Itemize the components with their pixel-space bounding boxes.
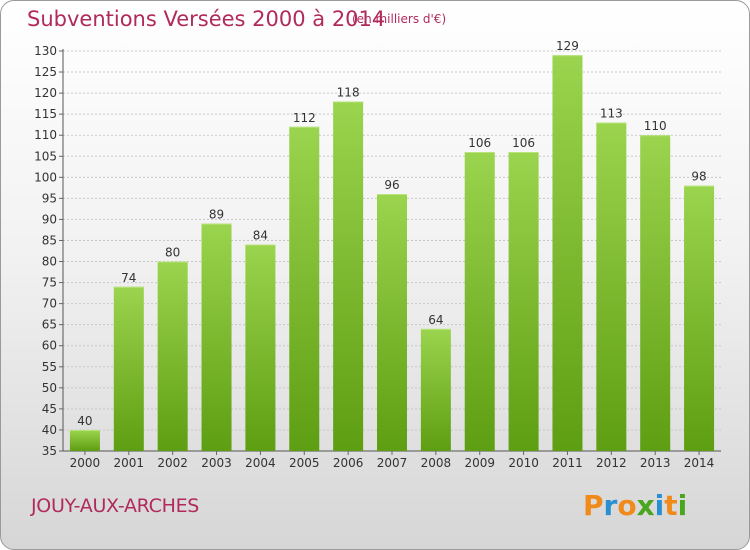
data-label: 106 bbox=[512, 136, 535, 150]
x-tick-label: 2012 bbox=[596, 456, 627, 470]
y-tick-label: 110 bbox=[34, 128, 57, 142]
logo-letter: o bbox=[617, 489, 637, 522]
x-tick-label: 2011 bbox=[552, 456, 583, 470]
bar bbox=[684, 185, 715, 451]
bar bbox=[289, 126, 320, 451]
logo-letter: x bbox=[636, 489, 655, 522]
data-label: 129 bbox=[556, 39, 579, 53]
data-label: 84 bbox=[253, 229, 268, 243]
logo-letter: P bbox=[583, 489, 604, 522]
y-tick-label: 125 bbox=[34, 65, 57, 79]
y-tick-label: 55 bbox=[42, 360, 57, 374]
chart-subtitle: (en milliers d'€) bbox=[352, 12, 447, 26]
data-label: 96 bbox=[384, 178, 399, 192]
logo-letter: i bbox=[654, 489, 665, 522]
data-label: 112 bbox=[293, 111, 316, 125]
bar bbox=[157, 261, 188, 451]
y-tick-label: 120 bbox=[34, 86, 57, 100]
bar bbox=[640, 135, 671, 452]
x-tick-label: 2006 bbox=[333, 456, 364, 470]
x-tick-label: 2000 bbox=[70, 456, 101, 470]
logo-letter: t bbox=[664, 489, 678, 522]
bar bbox=[201, 223, 232, 451]
x-tick-label: 2014 bbox=[684, 456, 715, 470]
data-label: 113 bbox=[600, 107, 623, 121]
data-label: 80 bbox=[165, 246, 180, 260]
y-tick-label: 105 bbox=[34, 149, 57, 163]
x-tick-label: 2001 bbox=[114, 456, 145, 470]
y-tick-label: 75 bbox=[42, 276, 57, 290]
y-tick-label: 50 bbox=[42, 381, 57, 395]
x-tick-label: 2005 bbox=[289, 456, 320, 470]
proxiti-logo: Proxiti bbox=[583, 489, 687, 522]
bar bbox=[464, 152, 495, 452]
y-tick-label: 130 bbox=[34, 44, 57, 58]
bar bbox=[552, 55, 583, 452]
x-tick-label: 2004 bbox=[245, 456, 276, 470]
bar bbox=[508, 152, 539, 452]
data-label: 74 bbox=[121, 271, 136, 285]
x-tick-label: 2008 bbox=[421, 456, 452, 470]
y-tick-label: 100 bbox=[34, 170, 57, 184]
x-tick-label: 2013 bbox=[640, 456, 671, 470]
data-label: 40 bbox=[77, 414, 92, 428]
y-tick-label: 70 bbox=[42, 297, 57, 311]
bar bbox=[333, 101, 364, 452]
y-tick-label: 90 bbox=[42, 212, 57, 226]
y-tick-label: 35 bbox=[42, 444, 57, 458]
chart-title: Subventions Versées 2000 à 2014 bbox=[27, 7, 386, 31]
bar bbox=[377, 194, 407, 451]
bar bbox=[420, 328, 451, 451]
x-tick-label: 2009 bbox=[464, 456, 495, 470]
data-label: 106 bbox=[468, 136, 491, 150]
logo-letter: r bbox=[603, 489, 618, 522]
data-label: 98 bbox=[691, 170, 706, 184]
bar bbox=[69, 429, 100, 451]
x-tick-label: 2002 bbox=[157, 456, 188, 470]
data-label: 64 bbox=[428, 313, 443, 327]
bar bbox=[113, 286, 144, 451]
data-label: 110 bbox=[644, 119, 667, 133]
data-label: 89 bbox=[209, 208, 224, 222]
town-name: JOUY-AUX-ARCHES bbox=[31, 495, 200, 517]
x-tick-label: 2003 bbox=[201, 456, 232, 470]
bar bbox=[245, 244, 276, 451]
y-tick-label: 40 bbox=[42, 423, 57, 437]
y-tick-label: 45 bbox=[42, 402, 57, 416]
y-tick-label: 85 bbox=[42, 233, 57, 247]
bar bbox=[596, 122, 627, 451]
y-tick-label: 95 bbox=[42, 191, 57, 205]
x-tick-label: 2007 bbox=[377, 456, 408, 470]
y-tick-label: 60 bbox=[42, 339, 57, 353]
y-tick-label: 65 bbox=[42, 318, 57, 332]
y-tick-label: 115 bbox=[34, 107, 57, 121]
data-label: 118 bbox=[337, 86, 360, 100]
logo-letter: i bbox=[677, 489, 688, 522]
x-tick-label: 2010 bbox=[508, 456, 539, 470]
y-tick-label: 80 bbox=[42, 255, 57, 269]
